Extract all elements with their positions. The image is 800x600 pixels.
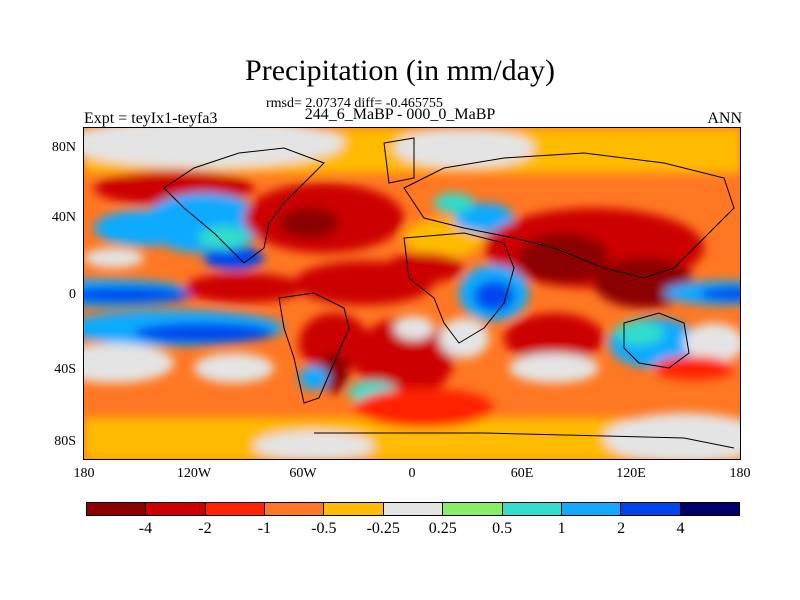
lat-label-40s: 40S bbox=[54, 362, 76, 377]
lat-label-80s: 80S bbox=[54, 434, 76, 449]
colorbar-swatch bbox=[502, 503, 562, 515]
lon-label-60w: 60W bbox=[289, 466, 317, 481]
season-label: ANN bbox=[707, 110, 742, 127]
experiment-label: Expt = teyIx1-teyfa3 bbox=[84, 110, 218, 127]
colorbar-swatch bbox=[265, 503, 325, 515]
colorbar-swatch bbox=[146, 503, 206, 515]
lon-label-0: 0 bbox=[408, 466, 416, 481]
precipitation-field bbox=[84, 128, 740, 459]
lon-label-120e: 120E bbox=[616, 466, 646, 481]
lat-label-40n: 40N bbox=[51, 210, 76, 225]
colorbar-swatch bbox=[87, 503, 147, 515]
colorbar-swatch bbox=[680, 503, 739, 515]
colorbar-swatch bbox=[383, 503, 444, 515]
colorbar-swatch bbox=[443, 503, 503, 515]
colorbar-tick-label: 0.25 bbox=[428, 520, 457, 537]
plot-title: Precipitation (in mm/day) bbox=[245, 54, 555, 87]
colorbar-tick-label: 0.5 bbox=[492, 520, 513, 537]
colorbar-tick-label: -0.5 bbox=[311, 520, 337, 537]
colorbar-tick-label: -2 bbox=[198, 520, 212, 537]
precipitation-difference-map bbox=[83, 127, 741, 460]
continent-outlines bbox=[163, 137, 735, 449]
lon-label-180-east: 180 bbox=[729, 466, 751, 481]
colorbar-swatch bbox=[205, 503, 266, 515]
colorbar-tick-label: -0.25 bbox=[366, 520, 400, 537]
map-canvas bbox=[84, 128, 740, 459]
plot-subtitle: 244_6_MaBP - 000_0_MaBP bbox=[304, 106, 496, 123]
lat-label-equator: 0 bbox=[69, 287, 76, 302]
lon-label-60e: 60E bbox=[510, 466, 534, 481]
colorbar-tick-label: -4 bbox=[138, 520, 153, 537]
colorbar bbox=[86, 502, 740, 516]
lon-label-120w: 120W bbox=[176, 466, 212, 481]
colorbar-tick-label: 1 bbox=[557, 520, 566, 537]
lat-label-80n: 80N bbox=[51, 140, 76, 155]
colorbar-tick-label: 2 bbox=[617, 520, 626, 537]
colorbar-swatch bbox=[561, 503, 622, 515]
colorbar-swatch bbox=[324, 503, 384, 515]
colorbar-tick-label: -1 bbox=[257, 520, 272, 537]
colorbar-swatch bbox=[621, 503, 681, 515]
rmsd-diff-stats: rmsd= 2.07374 diff= -0.465755 bbox=[266, 96, 443, 111]
colorbar-tick-label: 4 bbox=[676, 520, 685, 537]
lon-label-180-west: 180 bbox=[73, 466, 95, 481]
